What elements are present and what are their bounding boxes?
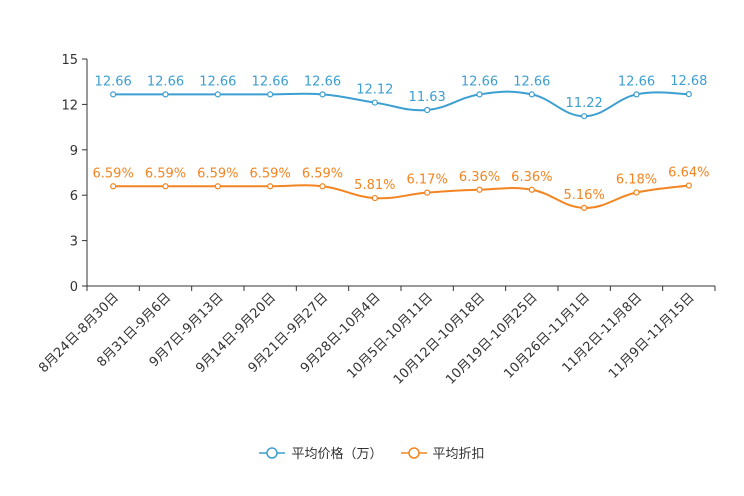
data-label-1: 6.64%: [668, 166, 709, 181]
data-label-0: 11.22: [566, 96, 603, 111]
data-point-0: [371, 99, 378, 106]
data-point-0: [267, 91, 274, 98]
data-label-0: 12.66: [95, 74, 132, 89]
data-label-0: 12.66: [252, 74, 289, 89]
data-label-0: 12.66: [147, 74, 184, 89]
data-point-1: [581, 204, 588, 212]
data-label-1: 6.59%: [302, 166, 343, 181]
data-label-1: 5.16%: [564, 188, 605, 203]
data-point-1: [214, 183, 221, 190]
data-label-1: 6.17%: [407, 173, 448, 188]
data-point-0: [214, 91, 221, 98]
x-tick-label: 10月19日-10月25日: [443, 290, 540, 387]
data-point-1: [267, 183, 274, 190]
data-label-1: 6.59%: [93, 166, 134, 181]
legend: 平均价格（万） 平均折扣: [0, 443, 744, 462]
y-tick-label: 15: [61, 53, 78, 68]
data-point-1: [424, 189, 431, 196]
series-line-1: [113, 184, 689, 209]
data-point-0: [424, 106, 431, 114]
data-label-1: 5.81%: [354, 178, 395, 193]
data-point-1: [371, 194, 378, 202]
data-point-0: [319, 91, 326, 98]
data-label-1: 6.18%: [616, 172, 657, 187]
data-point-0: [162, 91, 169, 98]
data-point-0: [633, 91, 640, 98]
legend-discount-label: 平均折扣: [432, 447, 485, 462]
y-tick-label: 0: [70, 280, 78, 295]
data-label-0: 12.66: [461, 74, 498, 89]
data-point-1: [633, 189, 640, 196]
data-point-1: [319, 183, 326, 190]
data-label-0: 12.66: [513, 74, 550, 89]
data-label-0: 12.12: [356, 83, 393, 98]
y-tick-label: 9: [70, 144, 78, 159]
legend-price-label: 平均价格（万）: [291, 447, 383, 462]
data-point-0: [685, 91, 692, 98]
data-label-0: 12.66: [304, 74, 341, 89]
data-label-0: 12.66: [618, 74, 655, 89]
data-point-1: [110, 183, 117, 190]
data-label-1: 6.36%: [511, 170, 552, 185]
data-point-1: [528, 186, 535, 193]
data-label-1: 6.59%: [197, 166, 238, 181]
x-tick-label: 10月12日-10月18日: [391, 290, 488, 387]
y-tick-label: 12: [61, 98, 78, 113]
data-label-0: 12.68: [670, 74, 707, 89]
y-tick-label: 6: [70, 189, 78, 204]
data-label-0: 11.63: [409, 90, 446, 105]
data-label-0: 12.66: [199, 74, 236, 89]
legend-item-discount[interactable]: 平均折扣: [400, 443, 485, 462]
y-tick-label: 3: [70, 235, 78, 250]
legend-item-price[interactable]: 平均价格（万）: [259, 443, 383, 462]
data-label-1: 6.59%: [250, 166, 291, 181]
legend-price-icon: [259, 446, 286, 459]
series-line-0: [113, 90, 689, 118]
data-point-1: [476, 186, 483, 193]
data-point-0: [110, 91, 117, 98]
data-point-0: [581, 113, 588, 120]
data-point-1: [685, 182, 692, 189]
data-point-0: [528, 91, 535, 98]
data-label-1: 6.59%: [145, 166, 186, 181]
data-point-0: [476, 91, 483, 98]
data-point-1: [162, 183, 169, 190]
legend-discount-icon: [400, 446, 427, 459]
data-label-1: 6.36%: [459, 170, 500, 185]
